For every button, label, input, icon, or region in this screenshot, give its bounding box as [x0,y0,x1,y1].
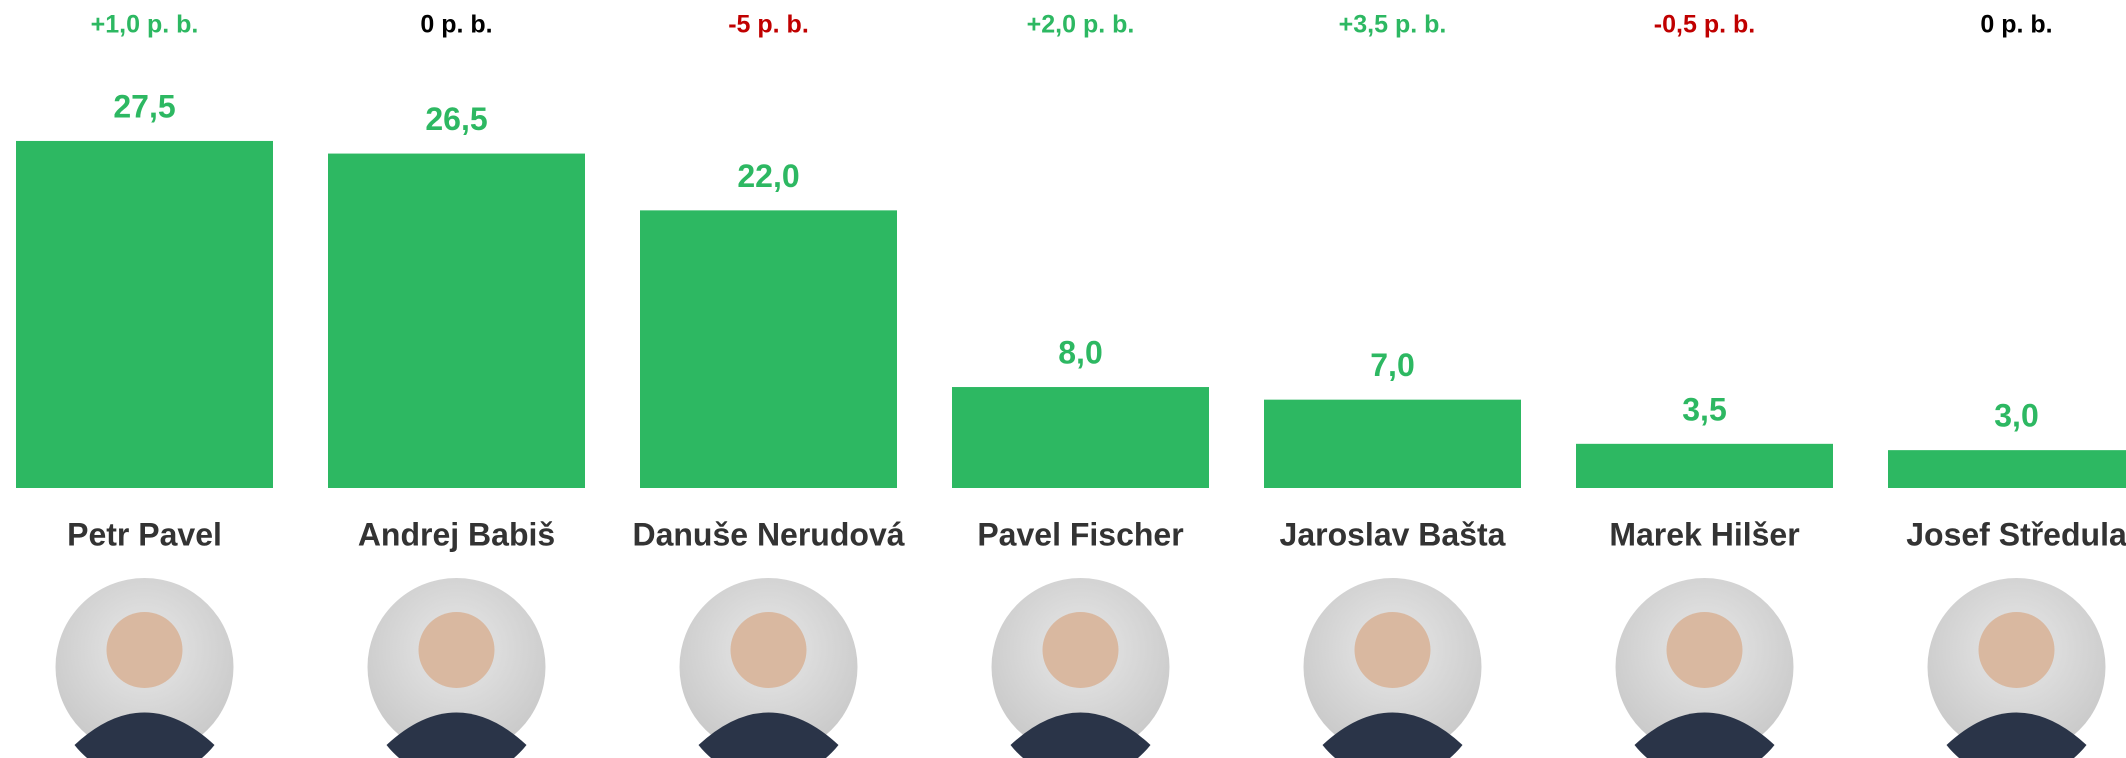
value-label: 3,0 [1994,398,2038,434]
change-label: 0 p. b. [420,11,492,39]
change-label: +2,0 p. b. [1027,11,1135,39]
bar [1264,400,1521,488]
bar [16,141,273,488]
bar [640,210,897,488]
photo-head [1667,612,1743,688]
candidate-name: Petr Pavel [67,516,222,552]
change-label: -5 p. b. [728,11,809,39]
candidate-name: Andrej Babiš [358,516,555,552]
photo-head [1043,612,1119,688]
photo-head [731,612,807,688]
bar [328,154,585,488]
bar [1888,450,2126,488]
change-label: +3,5 p. b. [1339,11,1447,39]
bar [1576,444,1833,488]
value-label: 22,0 [737,158,799,194]
value-label: 26,5 [425,101,487,137]
change-label: +1,0 p. b. [91,11,199,39]
photo-head [1355,612,1431,688]
candidate-name: Jaroslav Bašta [1280,516,1506,552]
photo-head [419,612,495,688]
candidate-name: Josef Středula [1906,516,2126,552]
value-label: 3,5 [1682,391,1726,427]
value-label: 7,0 [1370,347,1414,383]
change-label: 0 p. b. [1980,11,2052,39]
change-label: -0,5 p. b. [1654,11,1755,39]
candidate-name: Danuše Nerudová [632,516,904,552]
bar [952,387,1209,488]
value-label: 8,0 [1058,334,1102,370]
candidate-name: Marek Hilšer [1609,516,1799,552]
chart: +1,0 p. b. 27,5 Petr Pavel 0 p. b. 26,5 Andre… [0,0,2126,758]
photo-head [1979,612,2055,688]
photo-head [107,612,183,688]
value-label: 27,5 [113,88,175,124]
candidate-name: Pavel Fischer [977,516,1183,552]
